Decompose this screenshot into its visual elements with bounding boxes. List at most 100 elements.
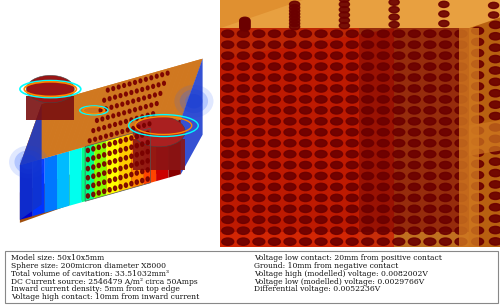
Circle shape — [408, 161, 420, 169]
Circle shape — [146, 86, 149, 90]
Circle shape — [455, 172, 467, 180]
Circle shape — [378, 140, 389, 147]
Circle shape — [340, 22, 349, 29]
Circle shape — [346, 150, 358, 158]
Circle shape — [136, 116, 138, 120]
Circle shape — [424, 183, 436, 191]
Text: Voltage low contact: 20mm from positive contact: Voltage low contact: 20mm from positive … — [254, 254, 442, 262]
Circle shape — [268, 183, 280, 191]
Circle shape — [472, 38, 484, 45]
Circle shape — [393, 238, 405, 245]
Circle shape — [108, 151, 111, 155]
Circle shape — [124, 156, 128, 160]
Circle shape — [362, 107, 374, 114]
Circle shape — [238, 74, 250, 81]
Circle shape — [162, 81, 166, 85]
Circle shape — [330, 74, 342, 81]
Circle shape — [240, 17, 250, 23]
Circle shape — [424, 74, 436, 81]
Circle shape — [472, 83, 484, 90]
Circle shape — [346, 63, 358, 70]
Circle shape — [330, 107, 342, 114]
Polygon shape — [106, 137, 119, 195]
Circle shape — [124, 165, 128, 169]
Polygon shape — [70, 148, 82, 206]
Circle shape — [393, 161, 405, 169]
Circle shape — [136, 153, 138, 157]
Circle shape — [393, 52, 405, 59]
Circle shape — [253, 238, 265, 245]
Circle shape — [300, 183, 312, 191]
Circle shape — [393, 96, 405, 103]
Circle shape — [424, 41, 436, 49]
Circle shape — [253, 227, 265, 234]
Circle shape — [440, 194, 452, 201]
Circle shape — [488, 2, 498, 9]
Circle shape — [315, 216, 327, 223]
Circle shape — [240, 18, 250, 25]
Circle shape — [440, 161, 452, 169]
Circle shape — [290, 8, 300, 14]
Circle shape — [300, 63, 312, 70]
Circle shape — [253, 172, 265, 180]
Circle shape — [136, 180, 138, 184]
Polygon shape — [220, 28, 394, 247]
Circle shape — [300, 96, 312, 103]
Circle shape — [222, 150, 234, 158]
Circle shape — [424, 118, 436, 125]
Circle shape — [300, 30, 312, 37]
Polygon shape — [181, 59, 203, 174]
Circle shape — [150, 76, 152, 80]
Circle shape — [393, 227, 405, 234]
Text: Inward current density: 5mm from top edge: Inward current density: 5mm from top edg… — [12, 286, 180, 293]
Circle shape — [106, 88, 109, 92]
Circle shape — [346, 85, 358, 92]
Polygon shape — [144, 68, 171, 130]
Circle shape — [490, 90, 500, 97]
Circle shape — [424, 172, 436, 180]
Circle shape — [346, 227, 358, 234]
Circle shape — [408, 140, 420, 147]
Circle shape — [455, 63, 467, 70]
Circle shape — [132, 126, 134, 130]
Circle shape — [136, 89, 138, 93]
Circle shape — [268, 161, 280, 169]
Circle shape — [103, 98, 106, 102]
Circle shape — [134, 80, 136, 84]
Circle shape — [96, 119, 98, 122]
Circle shape — [340, 17, 349, 23]
Circle shape — [440, 205, 452, 212]
Circle shape — [393, 194, 405, 201]
Circle shape — [253, 129, 265, 136]
Polygon shape — [132, 71, 160, 133]
Circle shape — [268, 96, 280, 103]
Circle shape — [408, 118, 420, 125]
Circle shape — [472, 60, 484, 68]
Polygon shape — [20, 59, 203, 165]
Circle shape — [378, 129, 389, 136]
Circle shape — [315, 129, 327, 136]
Circle shape — [114, 177, 116, 181]
Circle shape — [362, 41, 374, 49]
Circle shape — [440, 140, 452, 147]
Circle shape — [290, 1, 300, 7]
Circle shape — [378, 183, 389, 191]
Circle shape — [393, 183, 405, 191]
Circle shape — [102, 171, 106, 175]
Polygon shape — [52, 94, 79, 156]
Circle shape — [455, 150, 467, 158]
Circle shape — [128, 109, 131, 113]
Circle shape — [222, 41, 234, 49]
Circle shape — [440, 30, 452, 37]
Circle shape — [253, 161, 265, 169]
Circle shape — [424, 161, 436, 169]
Circle shape — [142, 96, 146, 100]
Circle shape — [490, 124, 500, 131]
Circle shape — [346, 52, 358, 59]
Circle shape — [378, 74, 389, 81]
Circle shape — [88, 139, 91, 143]
Ellipse shape — [180, 89, 208, 113]
Circle shape — [92, 129, 94, 133]
Circle shape — [146, 159, 149, 163]
Circle shape — [346, 96, 358, 103]
